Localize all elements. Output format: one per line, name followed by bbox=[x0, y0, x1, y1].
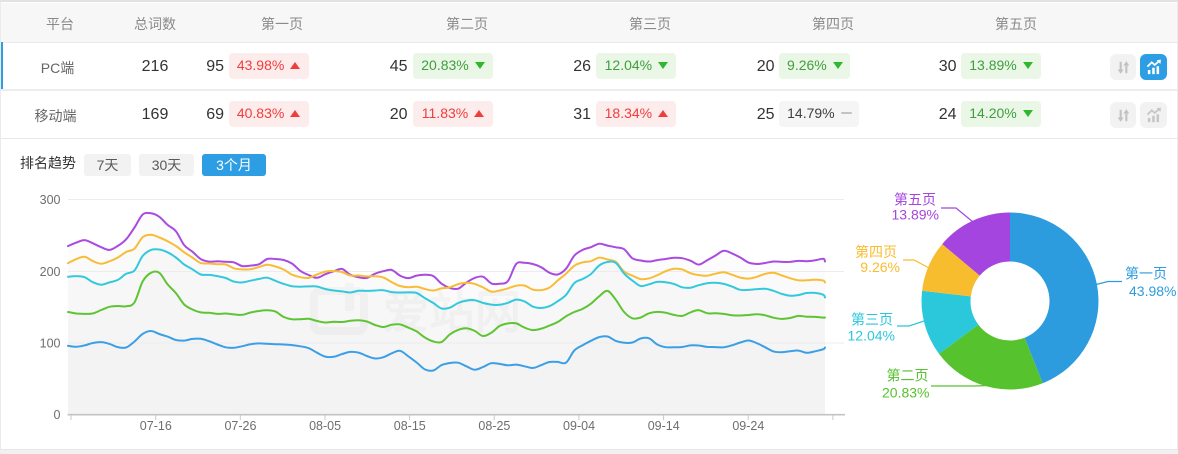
svg-text:07-26: 07-26 bbox=[224, 419, 256, 433]
svg-text:100: 100 bbox=[40, 337, 61, 351]
svg-text:13.89%: 13.89% bbox=[892, 207, 939, 223]
svg-text:第一页: 第一页 bbox=[1125, 266, 1167, 282]
svg-text:第三页: 第三页 bbox=[851, 312, 893, 328]
svg-text:07-16: 07-16 bbox=[140, 419, 172, 433]
svg-text:第四页: 第四页 bbox=[855, 244, 897, 260]
svg-text:08-25: 08-25 bbox=[478, 419, 510, 433]
svg-text:08-05: 08-05 bbox=[309, 419, 341, 433]
svg-text:43.98%: 43.98% bbox=[1129, 283, 1176, 299]
svg-text:第五页: 第五页 bbox=[894, 192, 936, 208]
svg-text:08-15: 08-15 bbox=[394, 419, 426, 433]
svg-text:12.04%: 12.04% bbox=[848, 328, 895, 344]
svg-text:20.83%: 20.83% bbox=[882, 385, 929, 401]
svg-text:09-14: 09-14 bbox=[648, 419, 680, 433]
svg-text:09-24: 09-24 bbox=[732, 419, 764, 433]
svg-text:9.26%: 9.26% bbox=[860, 259, 900, 275]
svg-text:爱站网: 爱站网 bbox=[383, 286, 521, 338]
svg-text:300: 300 bbox=[40, 193, 61, 207]
svg-text:09-04: 09-04 bbox=[563, 419, 595, 433]
svg-text:0: 0 bbox=[54, 408, 61, 422]
svg-text:200: 200 bbox=[40, 265, 61, 279]
svg-text:第二页: 第二页 bbox=[887, 368, 929, 384]
